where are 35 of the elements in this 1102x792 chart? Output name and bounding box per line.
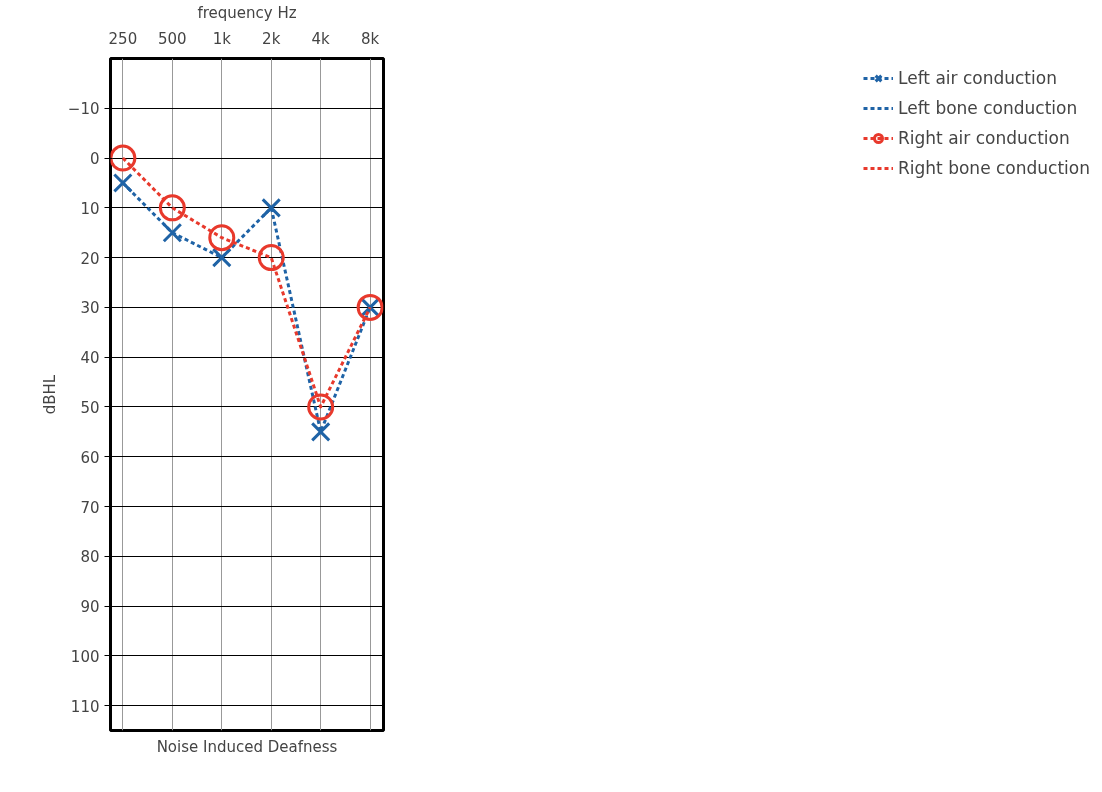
y-tick-label: 100 (70, 647, 100, 666)
legend-label: Left air conduction (898, 68, 1057, 88)
legend-label: Right air conduction (898, 128, 1070, 148)
point (307, 393, 335, 421)
y-tick-label: 20 (80, 249, 100, 268)
x-tick-label: 250 (108, 29, 138, 48)
y-tick-label: 80 (80, 548, 100, 567)
point (257, 244, 285, 272)
y-tick-label: 30 (80, 299, 100, 318)
y-tick-label: 110 (70, 697, 100, 716)
y-tick-label: 60 (80, 448, 100, 467)
legend-label: Left bone conduction (898, 98, 1078, 118)
y-tick-label: 90 (80, 598, 100, 617)
y-tick-label: −10 (67, 100, 100, 119)
x-tick-label: 4k (311, 29, 331, 48)
point (162, 222, 183, 243)
x-tick-label: 8k (361, 29, 380, 48)
y-tick-label: 50 (80, 398, 100, 417)
x-tick-label: 2k (262, 29, 281, 48)
point (112, 172, 133, 193)
x-axis-title: frequency Hz (197, 3, 297, 22)
text: Noise Induced Deafness (156, 737, 338, 756)
x-tick-label: 1k (212, 29, 232, 48)
y-axis-title: dBHL (40, 374, 59, 415)
point (158, 194, 186, 222)
y-tick-label: 70 (80, 498, 100, 517)
point (208, 224, 236, 252)
point (261, 197, 282, 218)
y-tick-label: 0 (89, 150, 100, 169)
legend-label: Right bone conduction (898, 158, 1090, 178)
point (110, 144, 137, 172)
y-tick-label: 10 (80, 199, 100, 218)
y-tick-label: 40 (80, 349, 100, 368)
x-tick-label: 500 (158, 29, 187, 48)
point (310, 421, 331, 442)
